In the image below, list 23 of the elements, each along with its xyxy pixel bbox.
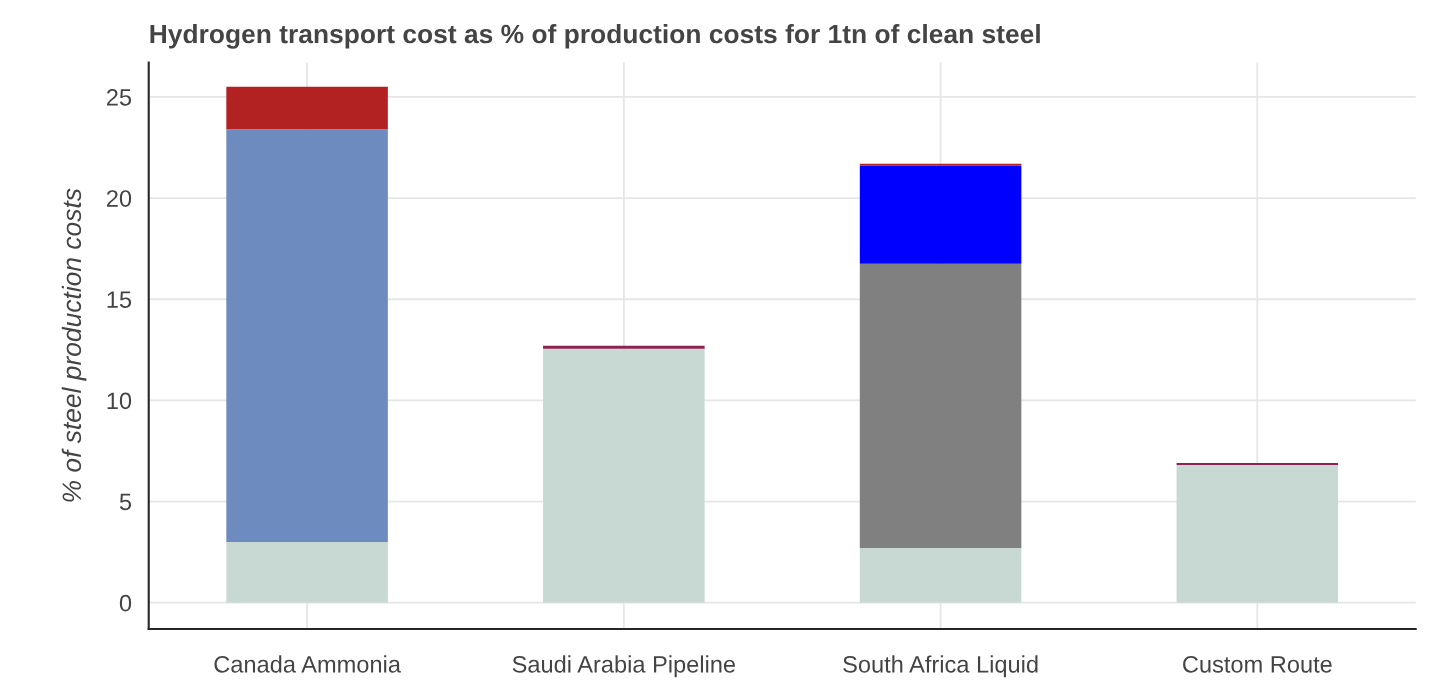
bar — [859, 548, 1022, 603]
bar — [859, 165, 1022, 264]
bar — [859, 163, 1022, 166]
bar — [859, 263, 1022, 549]
y-tick-label: 15 — [107, 291, 132, 309]
x-tick-label: Canada Ammonia — [214, 655, 401, 673]
y-tick-label: 10 — [107, 392, 132, 410]
bar — [1176, 465, 1339, 603]
chart-title: Hydrogen transport cost as % of production costs for 1tn of clean steel — [150, 23, 1040, 49]
bar — [226, 86, 388, 130]
y-axis-title: % of steel production costs — [61, 188, 87, 502]
y-tick-label: 5 — [119, 493, 132, 511]
y-tick-label: 25 — [106, 89, 132, 106]
y-tick-label: 20 — [106, 190, 132, 207]
x-tick-label: Saudi Arabia Pipeline — [512, 655, 736, 678]
bar — [543, 345, 705, 349]
bar — [543, 348, 705, 603]
y-tick-label: 0 — [119, 594, 132, 612]
bar — [226, 541, 388, 603]
x-tick-label: Custom Route — [1183, 655, 1332, 673]
bar — [226, 129, 388, 542]
bar — [1176, 463, 1339, 466]
x-tick-label: South Africa Liquid — [843, 655, 1038, 678]
